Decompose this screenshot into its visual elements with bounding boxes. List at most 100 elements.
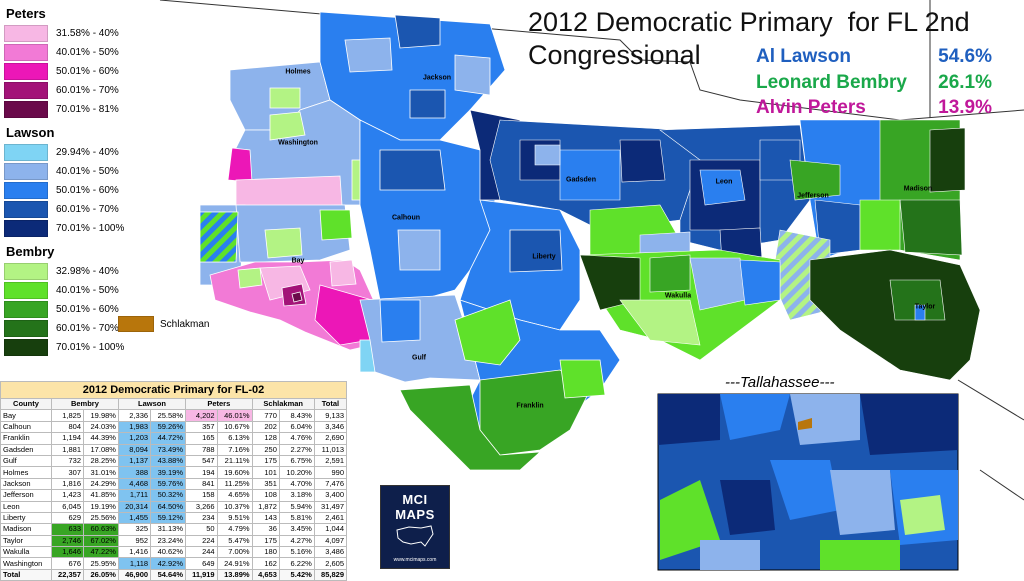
- table-cell-peters-pct: 4.65%: [216, 489, 253, 502]
- table-cell-schlak-pct: 5.81%: [278, 511, 315, 525]
- table-cell-bembry-pct: 24.03%: [83, 420, 119, 434]
- legend-swatch: [4, 144, 48, 161]
- table-row: Washington 676 25.95% 1,118 42.92% 649 24.91% 1…: [0, 557, 348, 570]
- map-title: 2012 Democratic Primary for FL 2nd Congr…: [528, 7, 970, 70]
- legend-item: 40.01% - 50%: [4, 43, 154, 62]
- table-cell-total: 2,461: [313, 511, 348, 525]
- table-cell-schlak-pct: 6.04%: [278, 420, 315, 434]
- legend-label: 40.01% - 50%: [56, 47, 119, 58]
- table-cell-bembry-pct: 60.63%: [83, 523, 119, 536]
- table-cell-total: 11,013: [313, 443, 348, 456]
- legend-title: Peters: [6, 6, 46, 21]
- legend-swatch: [4, 263, 48, 280]
- legend-item: 29.94% - 40%: [4, 143, 154, 162]
- west-counties: [199, 11, 506, 373]
- table-cell-lawson: 952: [117, 534, 152, 548]
- legend-swatch: [4, 82, 48, 99]
- county-label-gulf: Gulf: [412, 354, 426, 362]
- column-header: Total: [313, 397, 348, 411]
- table-cell-lawson-pct: 25.58%: [150, 409, 186, 422]
- table-cell-peters-pct: 46.01%: [216, 409, 253, 422]
- table-cell-schlak-pct: 5.16%: [278, 546, 315, 559]
- logo-url: www.mcimaps.com: [393, 557, 437, 563]
- legend-item: 40.01% - 50%: [4, 162, 154, 181]
- table-cell-county: Holmes: [0, 466, 52, 479]
- table-cell-bembry: 1,646: [50, 546, 85, 559]
- table-cell-peters: 224: [185, 534, 218, 548]
- table-cell-peters-pct: 11.25%: [216, 477, 253, 491]
- table-row: Madison 633 60.63% 325 31.13% 50 4.79% 36 3.45% 1…: [0, 523, 348, 536]
- table-row: Wakulla 1,646 47.22% 1,416 40.62% 244 7.00% 180…: [0, 546, 348, 559]
- legend-label: 31.58% - 40%: [56, 28, 119, 39]
- table-cell-bembry: 1,423: [50, 489, 85, 502]
- table-cell-bembry: 307: [50, 466, 85, 479]
- table-cell-total: 2,591: [313, 454, 348, 468]
- table-row: Gulf 732 28.25% 1,137 43.88% 547 21.11% 175 6.75…: [0, 454, 348, 468]
- table-cell-peters: 50: [185, 523, 218, 536]
- table-cell-peters: 11,919: [185, 568, 218, 581]
- county-label-leon: Leon: [715, 178, 733, 186]
- legend-item: 50.01% - 60%: [4, 300, 154, 319]
- table-cell-schlak-pct: 6.22%: [278, 557, 315, 570]
- table-cell-bembry-pct: 17.08%: [83, 443, 119, 456]
- east-counties: [771, 119, 981, 381]
- table-cell-total: 4,097: [313, 534, 348, 548]
- county-label-madison: Madison: [903, 185, 933, 193]
- legend-swatch: [4, 182, 48, 199]
- table-cell-lawson: 1,416: [117, 546, 152, 559]
- table-cell-bembry-pct: 44.39%: [83, 432, 119, 445]
- table-cell-peters-pct: 21.11%: [216, 454, 253, 468]
- table-cell-total: 3,486: [313, 546, 348, 559]
- table-cell-bembry-pct: 19.98%: [83, 409, 119, 422]
- table-cell-bembry-pct: 41.85%: [83, 489, 119, 502]
- table-cell-bembry: 633: [50, 523, 85, 536]
- table-cell-peters: 244: [185, 546, 218, 559]
- legend-item: 70.01% - 81%: [4, 100, 154, 119]
- table-cell-lawson: 1,203: [117, 432, 152, 445]
- legend: Peters 31.58% - 40% 40.01% - 50% 50.01% - …: [4, 6, 154, 357]
- candidate-name: Leonard Bembry: [756, 72, 907, 93]
- table-row: Franklin 1,194 44.39% 1,203 44.72% 165 6.13% 12…: [0, 432, 348, 445]
- table-cell-schlak-pct: 4.70%: [278, 477, 315, 491]
- candidate-name: Al Lawson: [756, 46, 852, 67]
- table-cell-bembry-pct: 24.29%: [83, 477, 119, 491]
- legend-swatch: [4, 101, 48, 118]
- tallahassee-inset: [657, 393, 959, 571]
- table-cell-bembry-pct: 67.02%: [83, 534, 119, 548]
- table-row: Jackson 1,816 24.29% 4,468 59.76% 841 11.25% 35…: [0, 477, 348, 491]
- table-cell-bembry-pct: 25.56%: [83, 511, 119, 525]
- table-row: Jefferson 1,423 41.85% 1,711 50.32% 158 4.65% 1…: [0, 489, 348, 502]
- table-cell-schlak: 250: [251, 443, 280, 456]
- table-cell-schlak: 175: [251, 454, 280, 468]
- table-cell-total: 7,476: [313, 477, 348, 491]
- table-cell-county: Total: [0, 568, 52, 581]
- legend-label: 50.01% - 60%: [56, 304, 119, 315]
- table-cell-peters-pct: 5.47%: [216, 534, 253, 548]
- table-cell-peters: 4,202: [185, 409, 218, 422]
- table-cell-bembry-pct: 28.25%: [83, 454, 119, 468]
- table-cell-county: Calhoun: [0, 420, 52, 434]
- table-cell-county: Jefferson: [0, 489, 52, 502]
- table-cell-peters: 841: [185, 477, 218, 491]
- legend-swatch: [4, 163, 48, 180]
- legend-label: Schlakman: [160, 318, 210, 330]
- legend-label: 40.01% - 50%: [56, 285, 119, 296]
- legend-label: 40.01% - 50%: [56, 166, 119, 177]
- table-cell-total: 31,497: [313, 500, 348, 513]
- legend-swatch: [4, 320, 48, 337]
- table-cell-peters: 158: [185, 489, 218, 502]
- legend-label: 32.98% - 40%: [56, 266, 119, 277]
- legend-label: 60.01% - 70%: [56, 85, 119, 96]
- table-cell-lawson-pct: 43.88%: [150, 454, 186, 468]
- table-row: Bay 1,825 19.98% 2,336 25.58% 4,202 46.01% 770 8…: [0, 409, 348, 422]
- table-cell-schlak: 180: [251, 546, 280, 559]
- table-cell-bembry: 676: [50, 557, 85, 570]
- table-cell-total: 85,829: [313, 568, 348, 581]
- table-cell-county: Leon: [0, 500, 52, 513]
- table-cell-bembry: 732: [50, 454, 85, 468]
- table-cell-bembry: 804: [50, 420, 85, 434]
- legend-item: 50.01% - 60%: [4, 181, 154, 200]
- legend-swatch: [4, 63, 48, 80]
- table-caption: 2012 Democratic Primary for FL-02: [0, 381, 347, 399]
- table-cell-schlak-pct: 5.94%: [278, 500, 315, 513]
